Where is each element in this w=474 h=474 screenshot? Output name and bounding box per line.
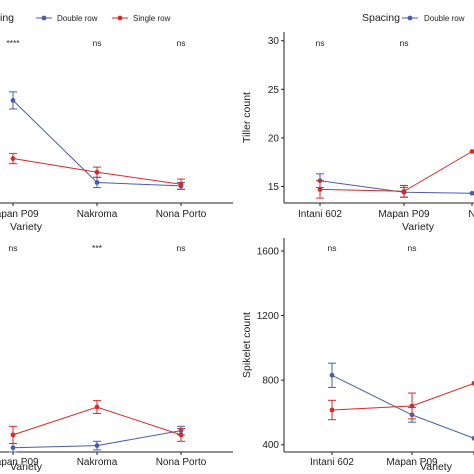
y-tick-label: 20 (268, 133, 280, 144)
data-point-double-row (10, 98, 16, 103)
x-axis-label: Variety (10, 461, 43, 473)
x-tick-label: Mapan P09 (386, 457, 438, 468)
x-tick-label: Mapan P09 (0, 209, 39, 220)
y-tick-label: 30 (268, 36, 280, 47)
significance-label: ns (93, 38, 102, 48)
y-tick-label: 1600 (257, 246, 280, 257)
data-point-double-row (469, 190, 474, 196)
data-point-single-row (94, 169, 100, 175)
y-tick-label: 800 (262, 376, 279, 387)
x-tick-label: Mapan P09 (378, 209, 430, 220)
data-point-single-row (469, 149, 474, 154)
data-point-double-row (94, 443, 100, 448)
legend-key-double-row-marker (407, 15, 413, 21)
x-tick-label: Intani 602 (310, 457, 354, 468)
data-point-single-row (471, 380, 474, 386)
legend-key-single-row-marker (117, 15, 123, 21)
x-tick-label: Nona Porto (156, 209, 207, 220)
legend-left: ing Double row Single row (0, 12, 171, 24)
legend-label-double-row: Double row (424, 14, 465, 23)
significance-label: ns (177, 243, 186, 253)
series-group (328, 362, 474, 441)
significance-label: ns (9, 243, 18, 253)
y-axis-label: Tiller count (241, 92, 253, 143)
data-point-single-row (329, 407, 335, 413)
data-point-single-row (178, 432, 184, 438)
series-line-single-row (331, 382, 474, 411)
legend-label-single-row: Single row (133, 14, 171, 23)
series-group (316, 149, 474, 199)
chart-panels: Mapan P09 Nakroma Nona Porto Variety **** ns n… (0, 32, 474, 473)
x-tick-label: Intani 602 (298, 209, 342, 220)
y-tick-label: 400 (262, 440, 279, 451)
legend-title: ing (0, 12, 14, 24)
significance-label: *** (92, 243, 103, 253)
x-tick-label: Nakroma (77, 209, 118, 220)
chart-panel-4: 400 800 1200 1600 Spikelet count Intani 602 Ma… (241, 238, 474, 473)
data-point-single-row (178, 181, 184, 187)
y-tick-label: 15 (268, 182, 280, 193)
significance-label: ns (400, 38, 409, 48)
significance-label: ns (177, 38, 186, 48)
significance-label: ns (408, 243, 417, 253)
series-group (9, 400, 185, 453)
x-tick-label: Mapan P09 (0, 457, 39, 468)
chart-panel-1: Mapan P09 Nakroma Nona Porto Variety **** ns n… (0, 38, 233, 233)
data-point-single-row (401, 188, 407, 194)
y-tick-label: 25 (268, 85, 280, 96)
legend-key-double-row-marker (41, 15, 47, 21)
x-tick-label: Nona Porto (156, 457, 207, 468)
data-point-double-row (94, 180, 100, 185)
x-axis-label: Variety (402, 221, 435, 233)
y-axis-label: Spikelet count (241, 312, 253, 378)
significance-label: ns (328, 243, 337, 253)
data-point-double-row (329, 372, 335, 378)
x-axis-label: Variety (420, 461, 453, 473)
series-line-single-row (319, 151, 473, 192)
data-point-single-row (10, 156, 16, 161)
legend-title: Spacing (362, 12, 400, 24)
data-point-single-row (10, 432, 16, 438)
significance-label: ns (316, 38, 325, 48)
y-tick-label: 1200 (257, 311, 280, 322)
data-point-double-row (10, 445, 16, 451)
chart-panel-2: 15 20 25 30 Tiller count Intani 602 Mapan P09 N… (241, 32, 474, 233)
data-point-single-row (409, 403, 415, 409)
x-tick-label: Nakroma (77, 457, 118, 468)
significance-label: **** (6, 38, 20, 48)
x-tick-label: N (468, 209, 474, 220)
data-point-single-row (317, 186, 323, 192)
series-group (9, 91, 185, 190)
legend-label-double-row: Double row (57, 14, 98, 23)
legend-right: Spacing Double row (362, 12, 465, 24)
data-point-single-row (94, 404, 100, 410)
data-point-double-row (471, 435, 474, 441)
x-axis-label: Variety (10, 221, 43, 233)
chart-panel-3: Mapan P09 Nakroma Nona Porto Variety ns *** ns (0, 243, 233, 473)
